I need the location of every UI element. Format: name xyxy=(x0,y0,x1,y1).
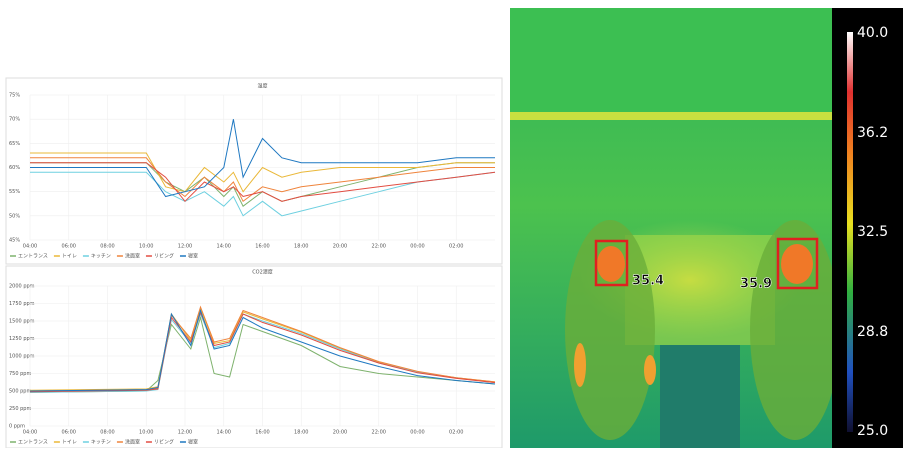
legend-label: エントランス xyxy=(18,440,48,446)
x-tick-label: 14:00 xyxy=(217,430,231,436)
y-tick-label: 250 ppm xyxy=(9,406,31,412)
x-tick-label: 08:00 xyxy=(100,430,114,436)
chart-title: 湿度 xyxy=(257,83,267,90)
x-tick-label: 00:00 xyxy=(410,430,424,436)
scale-label: 32.5 xyxy=(857,224,888,240)
y-tick-label: 1500 ppm xyxy=(9,319,35,325)
legend-label: トイレ xyxy=(62,440,77,446)
legend-label: 洗面室 xyxy=(125,253,140,260)
x-tick-label: 06:00 xyxy=(62,430,76,436)
x-tick-label: 08:00 xyxy=(100,244,114,250)
spot-label: 35.4 xyxy=(632,274,664,289)
thermal-wall xyxy=(510,8,832,118)
scale-label: 36.2 xyxy=(857,125,888,141)
x-tick-label: 18:00 xyxy=(294,430,308,436)
x-tick-label: 20:00 xyxy=(333,430,347,436)
x-tick-label: 18:00 xyxy=(294,244,308,250)
scale-label: 25.0 xyxy=(857,423,888,439)
y-tick-label: 500 ppm xyxy=(9,389,31,395)
thermal-hand xyxy=(644,355,656,385)
legend-label: 洗面室 xyxy=(125,439,140,446)
scale-label: 28.8 xyxy=(857,324,888,340)
x-tick-label: 04:00 xyxy=(23,244,37,250)
legend-label: トイレ xyxy=(62,254,77,260)
y-tick-label: 750 ppm xyxy=(9,371,31,377)
thermal-hand xyxy=(574,343,586,387)
x-tick-label: 16:00 xyxy=(255,244,269,250)
legend-label: エントランス xyxy=(18,254,48,260)
x-tick-label: 22:00 xyxy=(372,244,386,250)
x-tick-label: 12:00 xyxy=(178,430,192,436)
thermal-face xyxy=(781,244,813,284)
x-tick-label: 20:00 xyxy=(333,244,347,250)
y-tick-label: 45% xyxy=(9,238,20,244)
y-tick-label: 1750 ppm xyxy=(9,301,35,307)
legend-label: 寝室 xyxy=(188,439,198,446)
x-tick-label: 02:00 xyxy=(449,430,463,436)
y-tick-label: 50% xyxy=(9,213,20,219)
x-tick-label: 02:00 xyxy=(449,244,463,250)
y-tick-label: 70% xyxy=(9,117,20,123)
x-tick-label: 22:00 xyxy=(372,430,386,436)
x-tick-label: 00:00 xyxy=(410,244,424,250)
y-tick-label: 60% xyxy=(9,165,20,171)
chart-title: CO2濃度 xyxy=(252,269,273,276)
legend-label: キッチン xyxy=(91,254,111,260)
thermal-face xyxy=(597,246,625,282)
legend-label: リビング xyxy=(154,253,174,260)
panel xyxy=(6,266,502,448)
x-tick-label: 12:00 xyxy=(178,244,192,250)
y-tick-label: 2000 ppm xyxy=(9,284,35,290)
y-tick-label: 75% xyxy=(9,93,20,99)
color-scale xyxy=(847,32,853,432)
x-tick-label: 04:00 xyxy=(23,430,37,436)
y-tick-label: 1000 ppm xyxy=(9,354,35,360)
x-tick-label: 10:00 xyxy=(139,430,153,436)
legend-label: リビング xyxy=(154,439,174,446)
x-tick-label: 06:00 xyxy=(62,244,76,250)
legend-label: キッチン xyxy=(91,440,111,446)
y-tick-label: 65% xyxy=(9,141,20,147)
x-tick-label: 14:00 xyxy=(217,244,231,250)
legend-label: 寝室 xyxy=(188,253,198,260)
x-tick-label: 10:00 xyxy=(139,244,153,250)
spot-label: 35.9 xyxy=(740,277,772,292)
scale-label: 40.0 xyxy=(857,25,888,41)
screenshot: 35.4 35.9 40.0 36.2 32.5 28.8 25.0 湿度 45%… xyxy=(0,0,903,448)
thermal-image: 35.4 35.9 40.0 36.2 32.5 28.8 25.0 xyxy=(510,8,903,448)
thermal-floor xyxy=(660,345,740,448)
y-tick-label: 55% xyxy=(9,189,20,195)
thermal-beam xyxy=(510,112,832,120)
y-tick-label: 1250 ppm xyxy=(9,336,35,342)
x-tick-label: 16:00 xyxy=(255,430,269,436)
